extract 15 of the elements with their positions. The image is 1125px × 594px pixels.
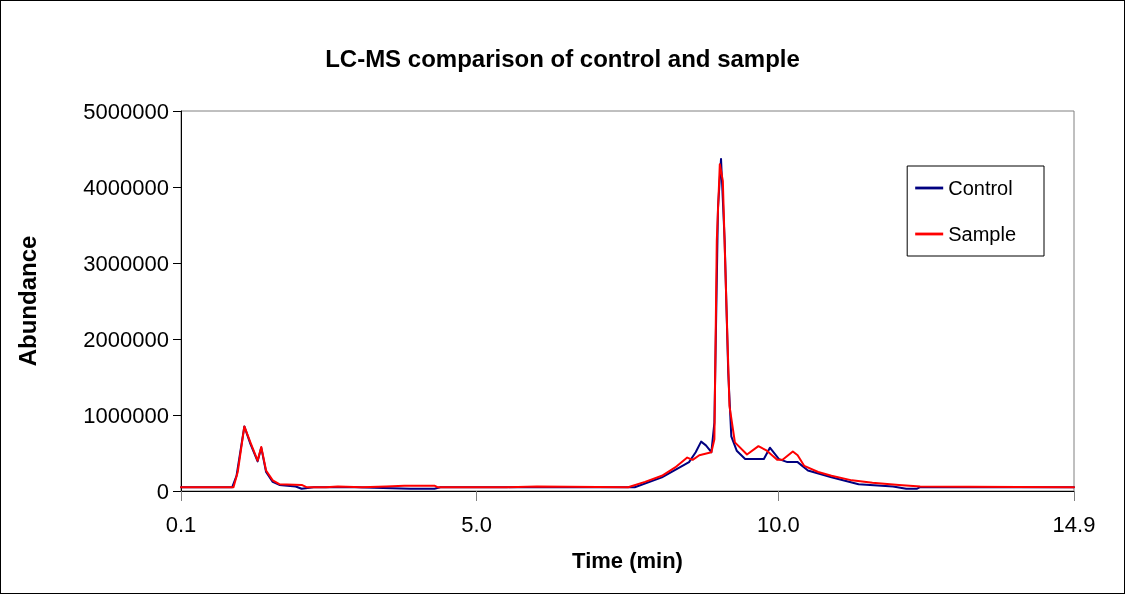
y-tick-label: 3000000: [83, 250, 169, 276]
x-tick-label: 0.1: [165, 511, 197, 537]
x-tick-label: 5.0: [461, 511, 492, 537]
y-tick-label: 1000000: [83, 402, 169, 428]
x-tick-label: 10.0: [756, 511, 800, 537]
legend-label: Sample: [948, 223, 1016, 245]
y-axis-title: Abundance: [13, 235, 41, 367]
y-tick-label: 2000000: [83, 326, 169, 352]
legend-label: Control: [948, 177, 1013, 199]
x-tick-label: 14.9: [1052, 511, 1096, 537]
y-tick-label: 4000000: [83, 174, 169, 200]
x-axis-title: Time (min): [572, 547, 683, 573]
chart-title: LC-MS comparison of control and sample: [325, 44, 800, 72]
y-tick-label: 0: [156, 478, 169, 504]
y-tick-label: 5000000: [83, 98, 169, 124]
